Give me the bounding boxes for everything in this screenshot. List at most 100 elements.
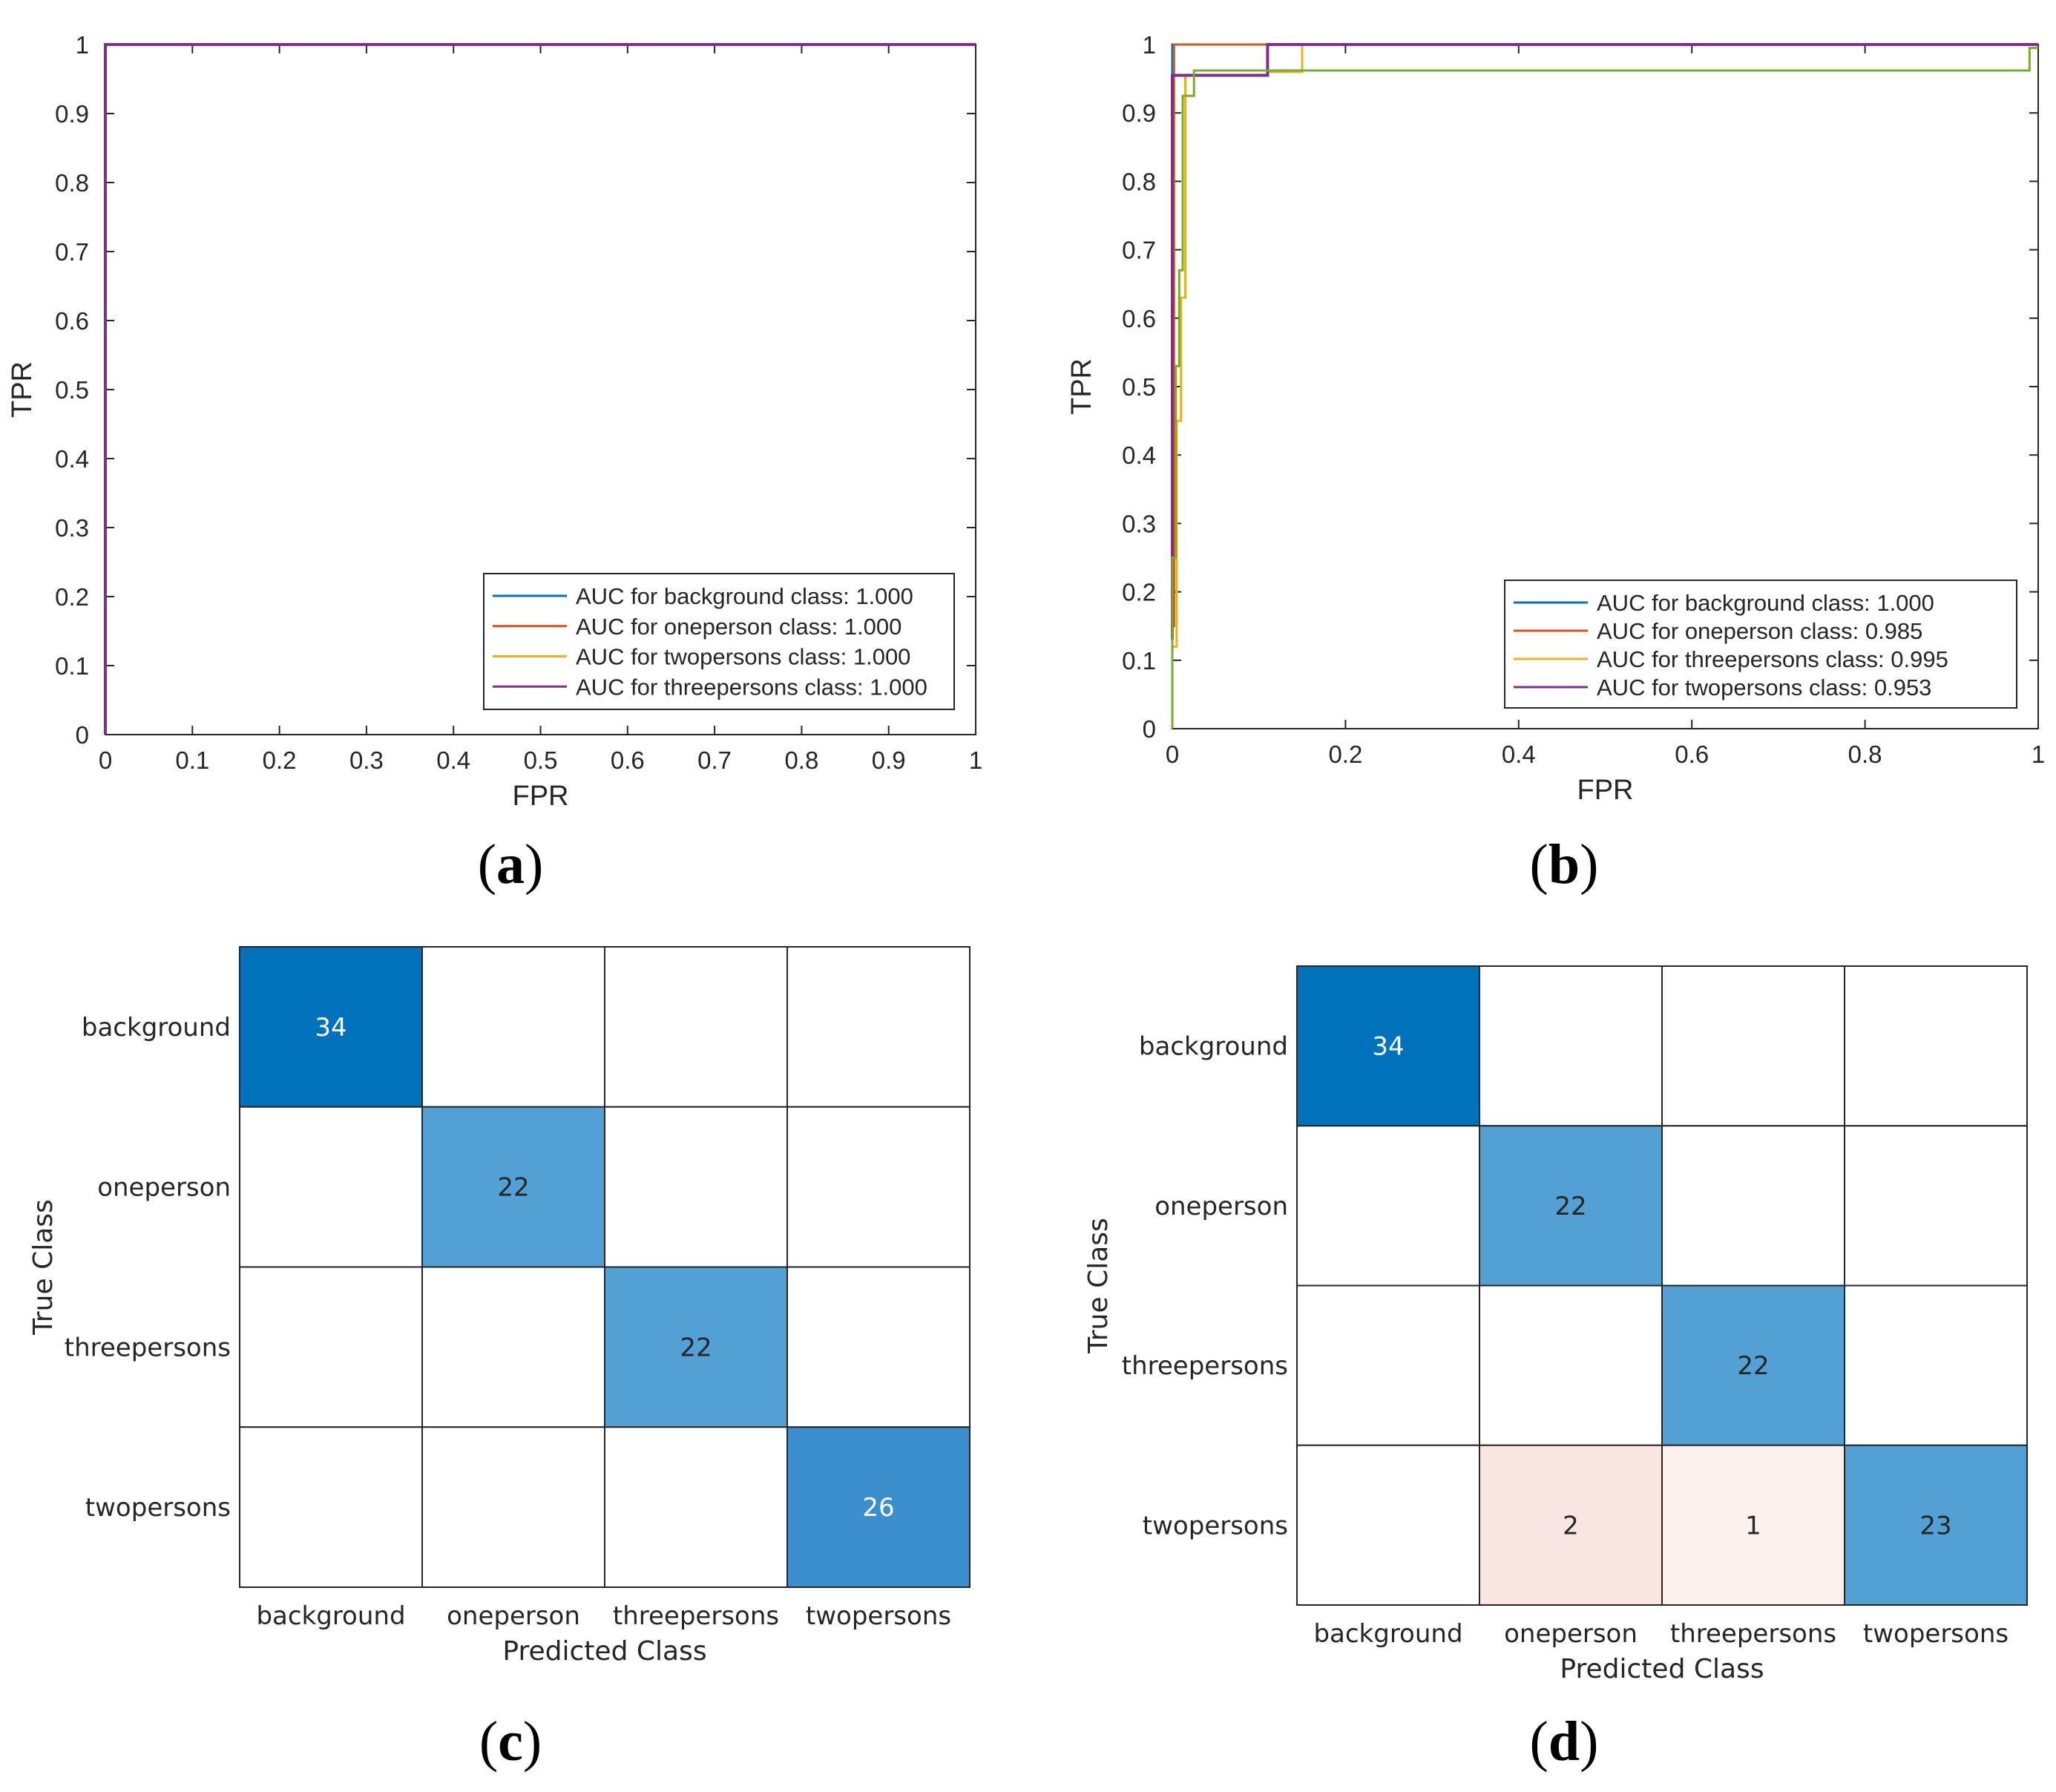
y-tick-label: 0.8 <box>1122 168 1156 195</box>
y-tick-label: 0.7 <box>55 238 89 266</box>
y-tick-label: 0 <box>1143 715 1156 743</box>
roc-chart-a: 0 0.1 0.2 0.3 0.4 0.5 0.6 0.7 0.8 0.9 1 0 0.1 0.2 0.3 0… <box>7 31 982 812</box>
cm-cell <box>1296 1284 1480 1446</box>
y-tick-label: 0.1 <box>55 652 89 680</box>
cm-cell <box>604 1106 788 1268</box>
cm-cell <box>1661 1284 1845 1446</box>
row-label: background <box>82 1013 231 1043</box>
y-axis-label: True Class <box>1083 1218 1114 1354</box>
cm-cell <box>604 1426 788 1588</box>
cm-cell <box>1296 1444 1480 1606</box>
y-tick-label: 1 <box>76 31 89 59</box>
cm-cell <box>421 1266 605 1428</box>
cm-cell <box>1479 1444 1663 1606</box>
x-axis-label: Predicted Class <box>1560 1654 1764 1684</box>
legend-entry: AUC for twopersons class: 1.000 <box>576 644 910 670</box>
x-axis-label: Predicted Class <box>502 1636 706 1667</box>
cm-cell-value: 2 <box>1563 1511 1579 1540</box>
cm-cell-value: 26 <box>862 1493 894 1523</box>
legend-entry: AUC for background class: 1.000 <box>576 583 913 609</box>
cm-cell <box>239 1266 423 1428</box>
y-tick-label: 0.5 <box>1122 373 1156 401</box>
cm-cell <box>421 1426 605 1588</box>
panel-label-c: (c) <box>479 1710 542 1773</box>
x-tick-label: 0.4 <box>436 746 470 774</box>
cm-cell <box>1296 965 1480 1127</box>
legend-entry: AUC for threepersons class: 0.995 <box>1597 646 1948 672</box>
cm-cell <box>1661 1444 1845 1606</box>
cm-cell-value: 22 <box>497 1173 529 1203</box>
y-tick-label: 0 <box>76 721 89 749</box>
cm-cell <box>786 946 970 1108</box>
cm-cell <box>239 1426 423 1588</box>
x-tick-label: 1 <box>2032 741 2045 768</box>
col-label: oneperson <box>1504 1619 1638 1649</box>
panel-label-b: (b) <box>1530 833 1599 896</box>
row-label: oneperson <box>1155 1192 1288 1221</box>
y-tick-label: 0.4 <box>1122 442 1156 469</box>
x-tick-label: 0 <box>1166 741 1179 768</box>
cm-cell-value: 22 <box>1737 1351 1769 1381</box>
cm-cell <box>421 946 605 1108</box>
x-tick-label: 0.5 <box>524 746 558 774</box>
confusion-matrix-c: 34 22 22 26 background oneperson threepersons t… <box>28 946 970 1667</box>
y-tick-label: 0.5 <box>55 376 89 404</box>
x-tick-label: 1 <box>969 746 982 774</box>
col-label: twopersons <box>806 1601 951 1631</box>
legend-box <box>1504 580 2017 709</box>
cm-cell <box>786 1266 970 1428</box>
cm-cell-value: 34 <box>315 1013 347 1043</box>
cm-cell <box>239 1106 423 1268</box>
y-axis-label: TPR <box>1066 358 1097 415</box>
x-tick-label: 0.7 <box>697 746 732 774</box>
cm-cell <box>1844 1284 2028 1446</box>
legend-entry: AUC for background class: 1.000 <box>1597 590 1934 616</box>
row-label: twopersons <box>1143 1511 1288 1540</box>
cm-cell <box>786 1106 970 1268</box>
col-label: threepersons <box>1670 1619 1836 1649</box>
y-tick-label: 0.7 <box>1122 237 1156 264</box>
x-tick-label: 0.9 <box>872 746 906 774</box>
roc-curve-b-3 <box>1171 43 2038 640</box>
col-label: background <box>256 1601 405 1631</box>
y-tick-label: 1 <box>1143 31 1156 59</box>
x-tick-label: 0.4 <box>1502 741 1536 768</box>
roc-curve-b-4 <box>1171 47 2038 729</box>
y-tick-label: 0.1 <box>1122 647 1156 675</box>
x-tick-label: 0.2 <box>263 746 297 774</box>
col-label: background <box>1313 1619 1462 1649</box>
col-label: twopersons <box>1863 1619 2009 1649</box>
y-tick-label: 0.8 <box>55 169 89 197</box>
row-label: twopersons <box>85 1493 231 1523</box>
cm-cell <box>1844 1125 2028 1287</box>
cm-cell <box>1479 1284 1663 1446</box>
y-tick-label: 0.2 <box>1122 579 1156 606</box>
legend-entry: AUC for twopersons class: 0.953 <box>1597 675 1931 700</box>
cm-cell <box>1661 1125 1845 1287</box>
y-tick-label: 0.3 <box>55 514 89 542</box>
y-tick-label: 0.2 <box>55 583 89 611</box>
legend-entry: AUC for oneperson class: 0.985 <box>1597 618 1922 644</box>
col-label: threepersons <box>613 1601 779 1631</box>
x-tick-label: 0 <box>99 746 112 774</box>
y-axis-label: True Class <box>28 1199 59 1336</box>
panel-label-d: (d) <box>1530 1710 1599 1773</box>
col-label: oneperson <box>447 1601 580 1631</box>
cm-cell <box>1844 965 2028 1127</box>
roc-curve-b-2 <box>1171 43 2038 729</box>
cm-cell <box>239 946 423 1108</box>
y-tick-label: 0.3 <box>1122 510 1156 537</box>
y-tick-label: 0.6 <box>1122 305 1156 332</box>
row-label: oneperson <box>97 1173 231 1203</box>
y-tick-label: 0.6 <box>55 307 89 335</box>
x-tick-label: 0.8 <box>784 746 818 774</box>
legend-entry: AUC for threepersons class: 1.000 <box>576 674 927 700</box>
cm-cell-value: 23 <box>1919 1511 1951 1540</box>
roc-curve-a-3 <box>104 43 976 735</box>
cm-cell-value: 22 <box>1554 1192 1586 1221</box>
x-tick-label: 0.8 <box>1848 741 1882 768</box>
